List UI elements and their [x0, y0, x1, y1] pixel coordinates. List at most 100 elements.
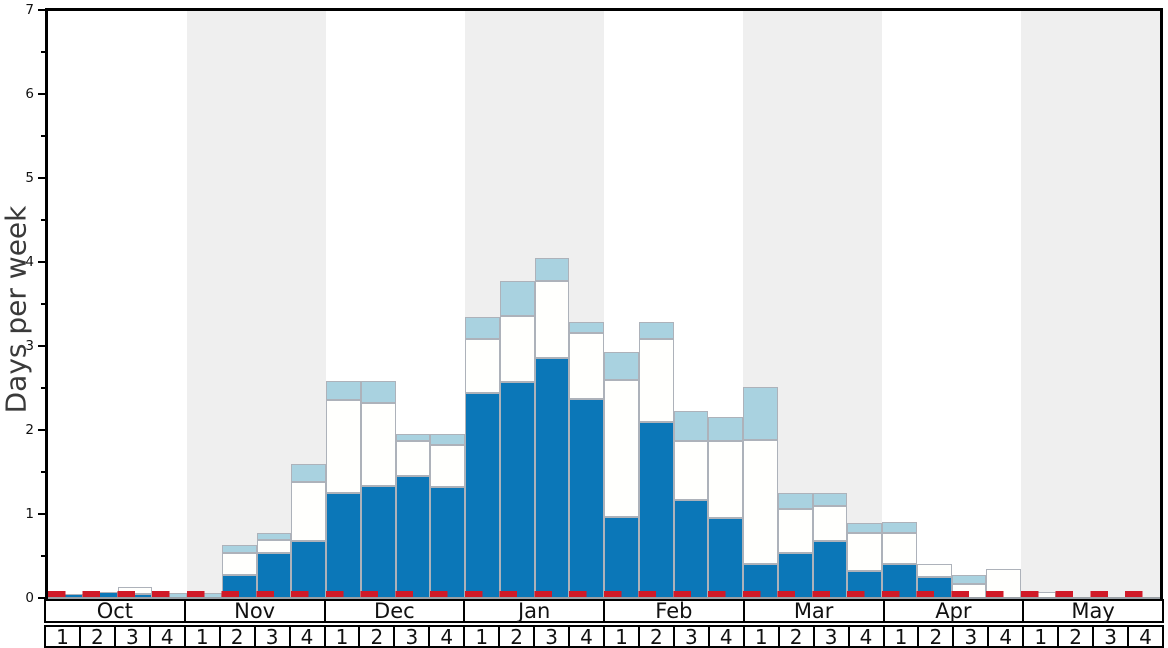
week-cell: 2	[221, 625, 256, 648]
week-cell: 4	[430, 625, 466, 648]
month-cell-feb: Feb	[605, 599, 745, 623]
week-cell: 3	[954, 625, 990, 648]
bar-segment-dark-blue	[430, 487, 465, 598]
week-cell: 1	[326, 625, 361, 648]
bar-segment-light-blue	[604, 351, 639, 381]
y-major-tick	[38, 345, 47, 347]
bar-segment-white	[256, 540, 292, 554]
bar-segment-light-blue	[777, 493, 813, 509]
bar-segment-white	[847, 533, 882, 572]
week-cell: 1	[465, 625, 501, 648]
month-label-row: Oct Nov Dec Jan Feb Mar Apr May	[44, 599, 1164, 623]
week-cell: 3	[395, 625, 431, 648]
week-cell: 4	[850, 625, 885, 648]
y-major-tick	[38, 9, 47, 11]
plot-frame-right	[1160, 8, 1163, 599]
bar-segment-dark-blue	[673, 499, 709, 598]
week-cell: 4	[710, 625, 745, 648]
bar-segment-dark-blue	[534, 357, 570, 598]
bar-segment-light-blue	[499, 281, 535, 316]
bar-segment-light-blue	[465, 317, 500, 340]
month-background-band	[882, 10, 1021, 598]
y-minor-tick	[41, 303, 47, 305]
week-cell: 2	[1059, 625, 1095, 648]
bar-segment-dark-blue	[812, 540, 848, 598]
plot-area	[48, 10, 1160, 598]
bar-segment-dark-blue	[326, 493, 361, 598]
bar-segment-light-blue	[291, 463, 326, 483]
bar-segment-white	[743, 440, 778, 564]
zero-baseline	[48, 597, 1160, 599]
y-major-tick	[38, 261, 47, 263]
week-cell: 2	[500, 625, 536, 648]
week-cell: 2	[780, 625, 815, 648]
y-major-tick	[38, 429, 47, 431]
y-tick-label: 7	[25, 2, 34, 18]
week-cell: 1	[46, 625, 81, 648]
bar-segment-dark-blue	[604, 516, 639, 598]
week-cell: 4	[570, 625, 605, 648]
y-minor-tick	[41, 471, 47, 473]
bar-segment-dark-blue	[777, 552, 813, 598]
bar-segment-light-blue	[638, 321, 674, 340]
bar-segment-light-blue	[812, 493, 848, 506]
week-cell: 1	[885, 625, 920, 648]
month-cell-nov: Nov	[186, 599, 326, 623]
plot-frame-top	[45, 8, 1163, 11]
month-cell-may: May	[1071, 599, 1115, 623]
week-cell: 3	[116, 625, 151, 648]
week-cell: 3	[1094, 625, 1130, 648]
bar-segment-dark-blue	[465, 393, 500, 598]
bar-segment-light-blue	[395, 434, 431, 441]
month-cell-jan: Jan	[465, 599, 605, 623]
month-cell-mar: Mar	[745, 599, 885, 623]
bar-segment-dark-blue	[291, 540, 326, 598]
y-tick-label: 3	[25, 338, 34, 354]
y-axis-label: Days per week	[0, 205, 33, 414]
y-tick-label: 5	[25, 170, 34, 186]
y-major-tick	[38, 513, 47, 515]
week-cell: 1	[605, 625, 640, 648]
y-tick-label: 2	[25, 422, 34, 438]
week-cell: 2	[640, 625, 675, 648]
y-minor-tick	[41, 219, 47, 221]
bar-segment-white	[812, 505, 848, 541]
bar-segment-white	[221, 552, 257, 576]
bar-segment-white	[291, 482, 326, 541]
bar-segment-white	[360, 403, 396, 487]
bar-segment-light-blue	[882, 522, 917, 534]
bar-segment-dark-blue	[360, 486, 396, 598]
week-cell: 1	[186, 625, 221, 648]
week-cell: 3	[675, 625, 710, 648]
month-cell-dec: Dec	[326, 599, 466, 623]
bar-segment-light-blue	[430, 434, 465, 446]
month-background-band	[48, 10, 187, 598]
bar-segment-light-blue	[221, 545, 257, 553]
week-cell: 3	[256, 625, 291, 648]
bar-segment-white	[673, 440, 709, 500]
bar-segment-white	[395, 440, 431, 477]
bar-segment-white	[326, 399, 361, 493]
bar-segment-light-blue	[256, 533, 292, 541]
bar-segment-white	[534, 281, 570, 358]
y-major-tick	[38, 93, 47, 95]
y-tick-label: 0	[25, 590, 34, 606]
y-major-tick	[38, 597, 47, 599]
y-minor-tick	[41, 387, 47, 389]
y-minor-tick	[41, 51, 47, 53]
bar-segment-light-blue	[673, 410, 709, 441]
y-minor-tick	[41, 555, 47, 557]
week-cell: 4	[291, 625, 326, 648]
month-background-band	[1021, 10, 1160, 598]
bar-segment-light-blue	[569, 321, 604, 334]
y-tick-label: 1	[25, 506, 34, 522]
bar-segment-dark-blue	[395, 476, 431, 598]
bar-segment-white	[430, 445, 465, 488]
bar-segment-white	[916, 563, 952, 577]
bar-segment-white	[882, 533, 917, 564]
reference-dashed-line	[48, 590, 1160, 597]
y-major-tick	[38, 177, 47, 179]
bar-segment-dark-blue	[708, 518, 743, 598]
